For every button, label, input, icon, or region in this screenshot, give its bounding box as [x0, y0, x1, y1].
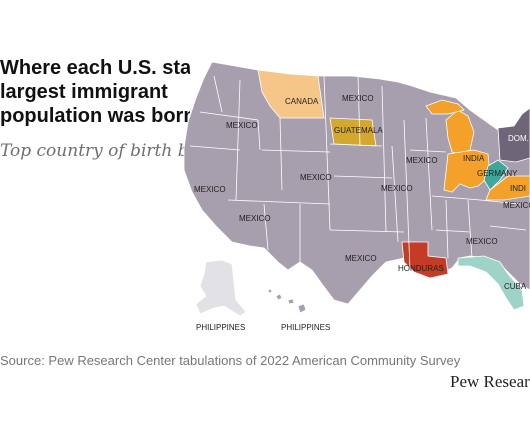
label-mexico-illinois: MEXICO [406, 156, 438, 165]
region-india-ohio-indiana [443, 149, 491, 193]
state-border-line [425, 117, 433, 231]
state-border-line [261, 149, 331, 153]
state-border-line [381, 85, 387, 233]
label-germany-west-virginia: GERMANY [477, 169, 518, 178]
state-border-line [329, 229, 405, 233]
state-border-line [467, 199, 473, 259]
state-border-line [213, 75, 223, 113]
region-philippines-hawaii-2 [287, 298, 295, 305]
title-line-1: Where each U.S. state’s [0, 57, 190, 79]
label-guatemala-south-dakota: GUATEMALA [334, 126, 383, 135]
state-border-line [257, 119, 261, 151]
region-philippines-hawaii-4 [267, 288, 273, 294]
label-mexico-oregon: MEXICO [226, 121, 258, 130]
state-borders [189, 75, 527, 271]
region-philippines-hawaii-3 [297, 303, 307, 314]
chart-subtitle: Top country of birth by state, [0, 141, 190, 161]
label-philippines-alaska: PHILIPPINES [196, 323, 245, 332]
title-line-2: largest immigrant [0, 81, 168, 103]
region-dominican-republic-northeast [497, 107, 530, 163]
state-border-line [445, 199, 449, 259]
pew-logo: Pew Research Center [450, 372, 530, 391]
label-honduras-louisiana: HONDURAS [398, 264, 444, 273]
state-border-line [403, 119, 411, 271]
title-line-3: population was born [0, 105, 190, 127]
label-mexico-georgia: MEXICO [466, 237, 498, 246]
label-mexico-california: MEXICO [194, 185, 226, 194]
label-mexico-north-carolina: MEXICO [503, 201, 530, 210]
region-cuba-florida [457, 255, 525, 311]
state-border-line [279, 117, 283, 191]
label-mexico-north-dakota: MEXICO [342, 94, 374, 103]
chart-title: Where each U.S. state’s largest immigran… [0, 56, 190, 128]
state-border-line [489, 225, 527, 231]
label-mexico-colorado: MEXICO [300, 173, 332, 182]
state-border-line [333, 175, 393, 179]
region-honduras-louisiana [401, 241, 449, 279]
region-india-michigan [445, 109, 475, 155]
label-dominican-republic: DOM. [508, 134, 529, 143]
label-india-ohio: INDIA [463, 154, 485, 163]
state-border-line [479, 199, 521, 205]
region-philippines-alaska [195, 259, 247, 317]
state-border-line [329, 143, 383, 147]
map-regions [183, 61, 530, 317]
label-mexico-missouri: MEXICO [381, 184, 413, 193]
label-canada-montana: CANADA [285, 97, 319, 106]
label-mexico-texas: MEXICO [345, 254, 377, 263]
region-india-michigan-upper [425, 99, 465, 115]
state-border-line [263, 203, 269, 251]
state-border-line [391, 145, 399, 243]
label-india-virginia: INDI [510, 184, 526, 193]
label-philippines-hawaii: PHILIPPINES [281, 323, 330, 332]
region-canada-montana [257, 69, 325, 119]
state-border-line [435, 229, 471, 233]
region-india-virginia [485, 175, 530, 201]
label-cuba-florida: CUBA [504, 282, 527, 291]
state-border-line [431, 195, 481, 201]
state-border-line [199, 111, 259, 121]
state-border-line [227, 199, 331, 205]
region-philippines-hawaii-1 [275, 293, 283, 301]
state-border-line [235, 79, 241, 201]
label-mexico-arizona: MEXICO [239, 214, 271, 223]
source-note: Source: Pew Research Center tabulations … [0, 353, 461, 368]
region-germany-west-virginia [483, 159, 509, 191]
state-border-line [189, 145, 241, 151]
state-border-line [357, 75, 361, 147]
